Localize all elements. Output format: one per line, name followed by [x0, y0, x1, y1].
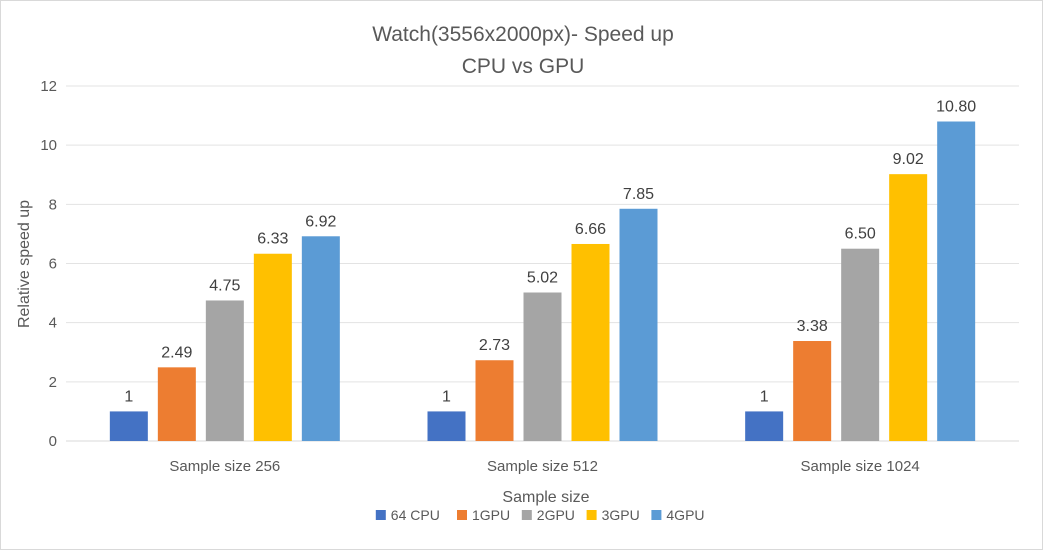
x-axis-categories: Sample size 256 Sample size 512 Sample siz… [169, 458, 919, 475]
data-label: 6.66 [575, 221, 606, 238]
legend-swatch [375, 510, 386, 520]
legend-label: 2GPU [537, 507, 575, 523]
bar-2gpu [841, 248, 880, 441]
category-label: Sample size 256 [169, 458, 280, 475]
x-axis-title: Sample size [502, 489, 589, 506]
legend-label: 3GPU [602, 507, 640, 523]
data-label: 1 [442, 388, 451, 405]
data-label: 3.38 [797, 318, 828, 335]
data-label: 5.02 [527, 269, 558, 286]
legend-item: 64 CPU [375, 507, 440, 523]
bar-64-cpu [745, 411, 784, 441]
bar-64-cpu [109, 411, 148, 441]
legend-swatch [651, 510, 662, 520]
bar-4gpu [937, 121, 976, 441]
y-tick-label: 12 [40, 78, 57, 95]
bar-2gpu [523, 292, 562, 441]
data-label: 7.85 [623, 186, 654, 203]
y-axis-title: Relative speed up [16, 200, 33, 328]
chart-subtitle: CPU vs GPU [462, 55, 585, 78]
bar-3gpu [253, 253, 292, 441]
y-tick-label: 6 [49, 256, 57, 273]
legend-label: 4GPU [666, 507, 704, 523]
legend: 64 CPU 1GPU 2GPU 3GPU 4GPU [375, 507, 705, 523]
data-label: 2.49 [161, 344, 192, 361]
y-tick-label: 2 [49, 374, 57, 391]
bar-1gpu [475, 360, 514, 441]
data-labels: 1 2.49 4.75 6.33 6.92 1 2.73 5.02 6.66 7.85 1 3.38 6… [124, 99, 976, 406]
legend-item: 2GPU [521, 507, 575, 523]
bar-4gpu [301, 236, 340, 441]
data-label: 4.75 [209, 277, 240, 294]
data-label: 9.02 [893, 151, 924, 168]
legend-swatch [521, 510, 532, 520]
bar-2gpu [205, 300, 244, 441]
data-label: 1 [760, 388, 769, 405]
legend-label: 1GPU [472, 507, 510, 523]
bar-1gpu [157, 367, 196, 441]
data-label: 2.73 [479, 337, 510, 354]
chart-title: Watch(3556x2000px)- Speed up [372, 23, 674, 46]
y-tick-label: 10 [40, 137, 57, 154]
y-tick-label: 8 [49, 196, 57, 213]
data-label: 6.50 [845, 226, 876, 243]
y-axis-ticks: 0 2 4 6 8 10 12 [40, 78, 57, 450]
legend-swatch [586, 510, 597, 520]
legend-label: 64 CPU [391, 507, 440, 523]
bars [109, 121, 976, 442]
data-label: 6.92 [305, 213, 336, 230]
data-label: 10.80 [936, 99, 976, 116]
category-label: Sample size 1024 [801, 458, 920, 475]
bar-3gpu [889, 174, 928, 442]
bar-4gpu [619, 208, 658, 441]
data-label: 1 [124, 388, 133, 405]
legend-item: 4GPU [651, 507, 705, 523]
bar-1gpu [793, 341, 832, 441]
y-tick-label: 4 [49, 315, 57, 332]
category-label: Sample size 512 [487, 458, 598, 475]
bar-64-cpu [427, 411, 466, 441]
data-label: 6.33 [257, 231, 288, 248]
y-tick-label: 0 [49, 433, 57, 450]
bar-3gpu [571, 243, 610, 441]
legend-item: 1GPU [457, 507, 510, 523]
legend-swatch [457, 510, 467, 520]
legend-item: 3GPU [586, 507, 640, 523]
